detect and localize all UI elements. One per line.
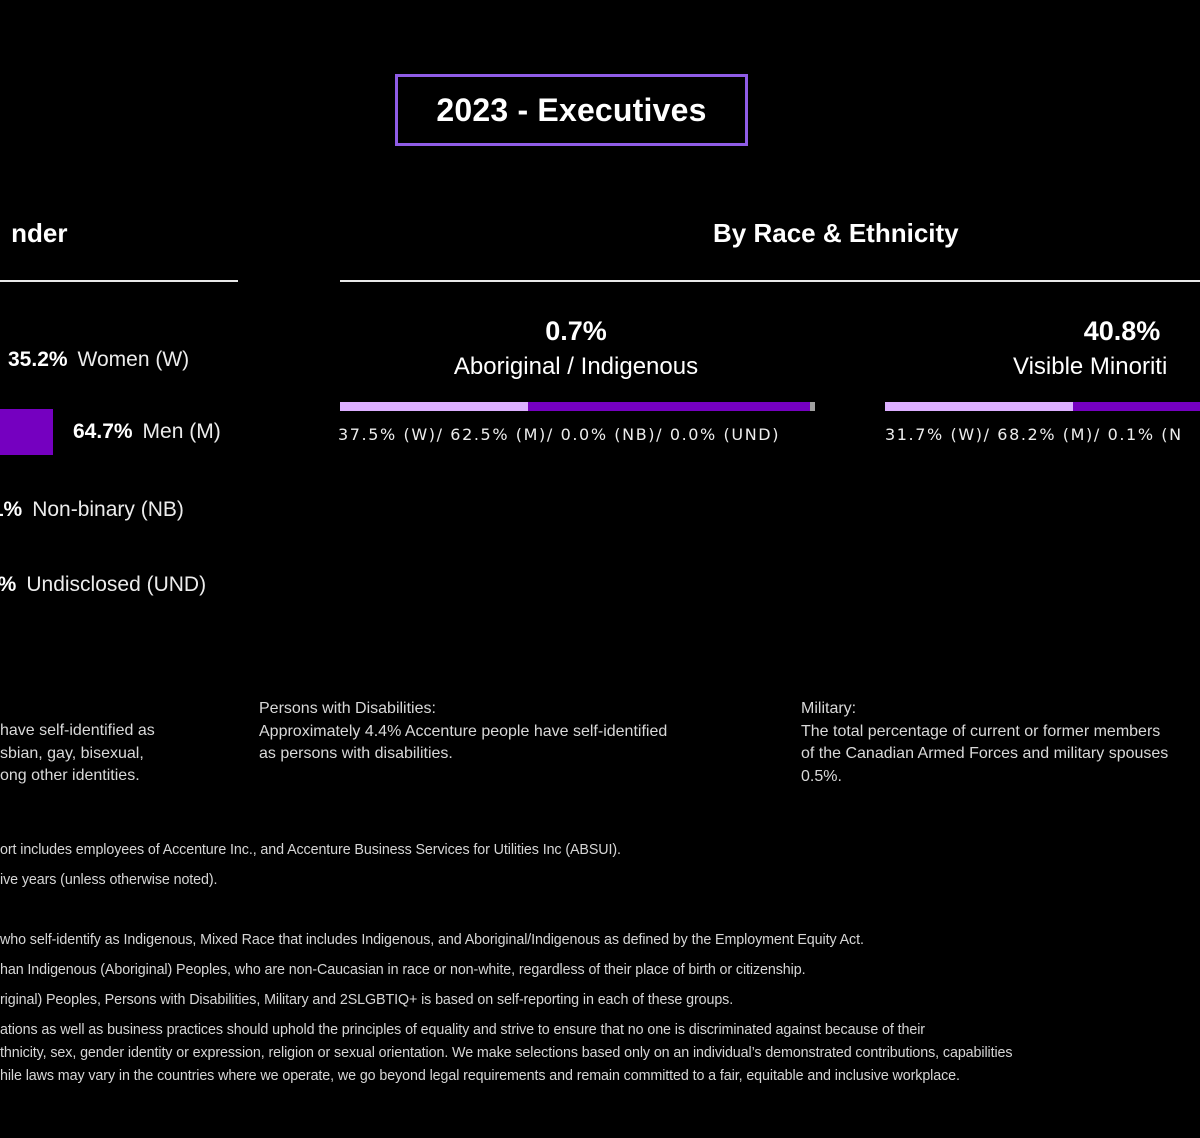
race-divider <box>340 280 1200 282</box>
gender-row-women: 35.2% Women (W) <box>0 340 189 380</box>
footnote: hile laws may vary in the countries wher… <box>0 1068 960 1084</box>
footnote: ations as well as business practices sho… <box>0 1022 925 1038</box>
gender-label: Women (W) <box>77 348 190 371</box>
footnote: ive years (unless otherwise noted). <box>0 872 218 888</box>
footnote: thnicity, sex, gender identity or expres… <box>0 1045 1013 1061</box>
gender-row-undisclosed: 0% Undisclosed (UND) <box>0 565 206 605</box>
race-pct: 0.7% <box>545 316 607 346</box>
race-pct: 40.8% <box>1083 316 1161 346</box>
gender-row-men: 64.7% Men (M) <box>0 409 221 455</box>
race-stacked-bar-indigenous <box>340 402 815 411</box>
gender-pct: 35.2% <box>8 348 68 371</box>
note-heading: Military: <box>801 700 857 717</box>
bar-segment-women <box>885 402 1073 411</box>
race-name: Aboriginal / Indigenous <box>453 353 699 380</box>
gender-divider <box>0 280 238 282</box>
page-title-box: 2023 - Executives <box>395 74 748 146</box>
gender-label: Undisclosed (UND) <box>26 573 207 596</box>
gender-bar-men <box>0 409 53 455</box>
gender-section-header: By Gender <box>11 218 68 248</box>
bar-segment-women <box>340 402 528 411</box>
bar-segment-men <box>528 402 810 411</box>
page-title: 2023 - Executives <box>436 91 707 128</box>
note-disabilities: Persons with Disabilities: Approximately… <box>259 700 668 762</box>
footnote: riginal) Peoples, Persons with Disabilit… <box>0 992 734 1008</box>
bar-segment-other <box>810 402 815 411</box>
gender-row-nonbinary: .1% Non-binary (NB) <box>0 490 184 530</box>
note-military: Military: The total percentage of curren… <box>801 700 1169 785</box>
race-card-visible-minorities: 40.8% Visible Minoriti <box>886 316 1200 381</box>
gender-pct: 0% <box>0 573 16 597</box>
race-card-indigenous: 0.7% Aboriginal / Indigenous <box>340 316 812 381</box>
footnote: ort includes employees of Accenture Inc.… <box>0 842 621 858</box>
gender-label: Non-binary (NB) <box>32 498 184 521</box>
race-section-header: By Race & Ethnicity <box>713 218 959 248</box>
gender-pct: 64.7% <box>73 420 133 443</box>
note-2slgbtiq: have self-identified as sbian, gay, bise… <box>0 722 155 784</box>
footnote: who self-identify as Indigenous, Mixed R… <box>0 932 864 948</box>
race-breakdown: 37.5% (W)/ 62.5% (M)/ 0.0% (NB)/ 0.0% (U… <box>338 425 781 444</box>
note-heading: Persons with Disabilities: <box>259 700 436 717</box>
race-breakdown: 31.7% (W)/ 68.2% (M)/ 0.1% (N <box>885 425 1183 444</box>
gender-pct: .1% <box>0 498 23 521</box>
race-name: Visible Minoriti <box>1013 353 1168 380</box>
gender-label: Men (M) <box>142 420 221 443</box>
footnote: han Indigenous (Aboriginal) Peoples, who… <box>0 962 806 978</box>
bar-segment-men <box>1073 402 1200 411</box>
race-stacked-bar-visible-minorities <box>885 402 1200 411</box>
